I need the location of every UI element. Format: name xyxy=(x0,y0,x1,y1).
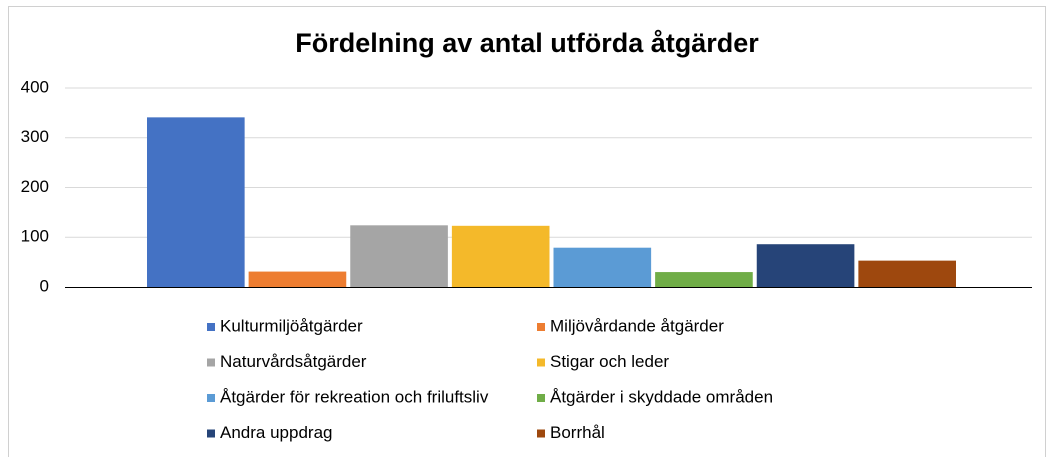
legend-label: Borrhål xyxy=(550,423,605,442)
bar xyxy=(147,117,245,287)
y-tick-label: 300 xyxy=(21,127,49,146)
y-tick-label: 100 xyxy=(21,227,49,246)
y-tick-label: 200 xyxy=(21,177,49,196)
legend-swatch xyxy=(537,429,545,438)
legend-label: Miljövårdande åtgärder xyxy=(550,316,724,335)
legend-label: Åtgärder för rekreation och friluftsliv xyxy=(220,387,489,406)
bar xyxy=(553,247,652,287)
legend-label: Stigar och leder xyxy=(550,352,669,371)
bar xyxy=(248,271,347,287)
legend-swatch xyxy=(207,358,215,367)
legend-label: Åtgärder i skyddade områden xyxy=(550,387,773,406)
y-tick-label: 0 xyxy=(40,276,49,295)
chart-title: Fördelning av antal utförda åtgärder xyxy=(295,28,759,58)
legend-swatch xyxy=(537,323,545,331)
legend-label: Andra uppdrag xyxy=(220,423,332,442)
legend-label: Naturvårdsåtgärder xyxy=(220,352,367,371)
legend-swatch xyxy=(537,394,545,402)
bar xyxy=(858,260,956,287)
legend-swatch xyxy=(207,394,215,402)
legend-label: Kulturmiljöåtgärder xyxy=(220,316,363,335)
bar xyxy=(756,244,855,287)
bar xyxy=(655,272,753,287)
bar xyxy=(350,225,448,287)
bar xyxy=(451,225,550,287)
legend-swatch xyxy=(537,358,545,367)
legend-swatch xyxy=(207,429,215,438)
y-tick-label: 400 xyxy=(21,77,49,96)
legend-swatch xyxy=(207,323,215,331)
